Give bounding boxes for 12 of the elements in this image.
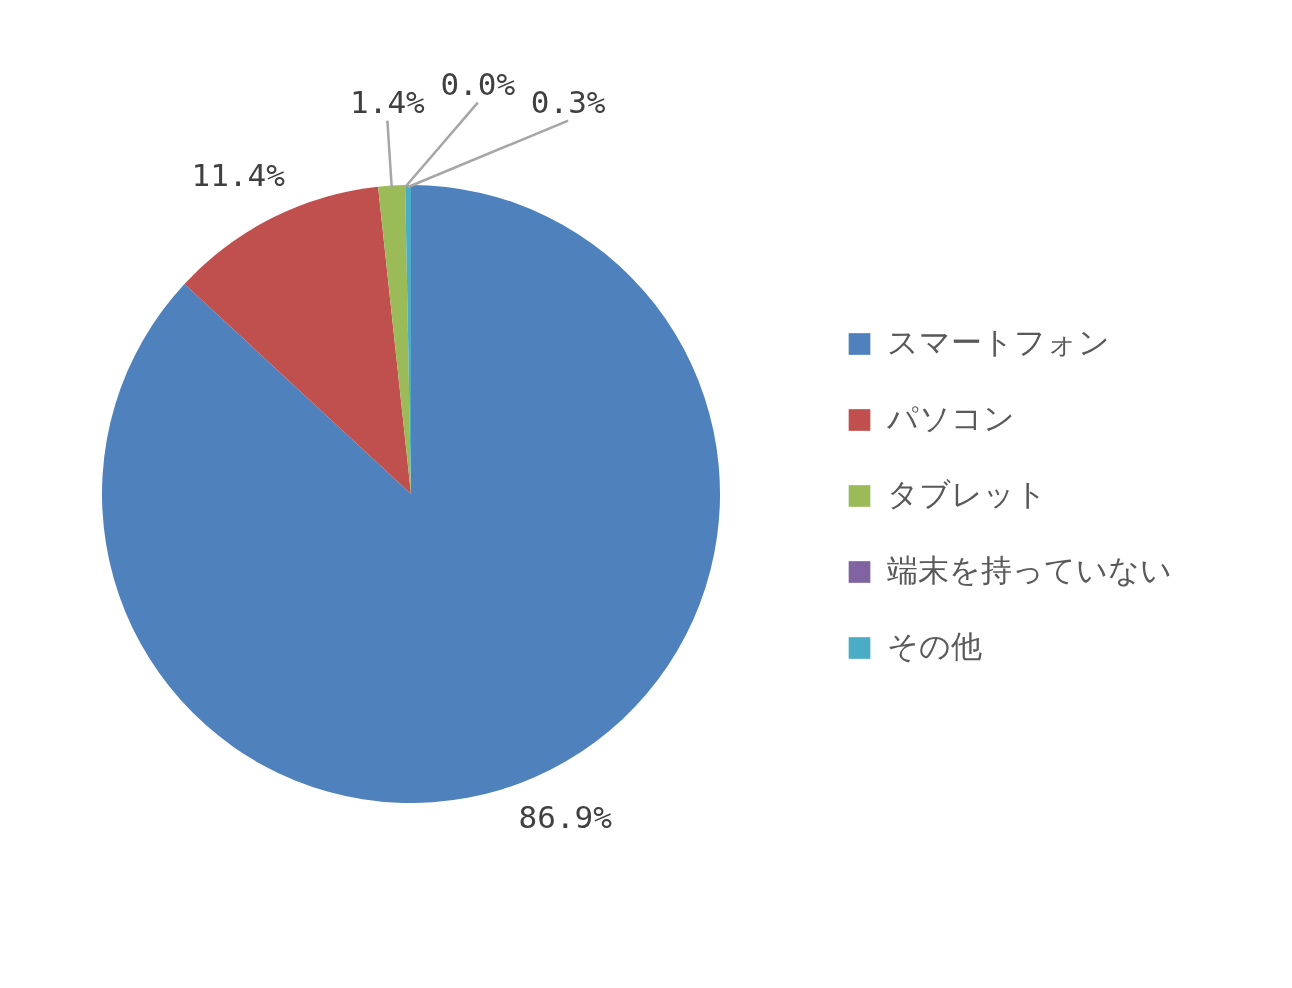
legend-label: 端末を持っていない (887, 552, 1172, 588)
pie-slice (184, 186, 411, 494)
legend-label: スマートフォン (887, 324, 1110, 360)
data-label: 0.3% (530, 83, 606, 120)
data-label: 1.4% (350, 83, 426, 120)
legend-label: その他 (887, 628, 982, 664)
text: 0.0% (440, 65, 516, 102)
legend-label: パソコン (886, 400, 1015, 436)
legend-label: タブレット (887, 476, 1047, 512)
data-label: 86.9% (518, 798, 613, 835)
pie-slice (102, 185, 720, 803)
data-label: 11.4% (191, 157, 286, 194)
